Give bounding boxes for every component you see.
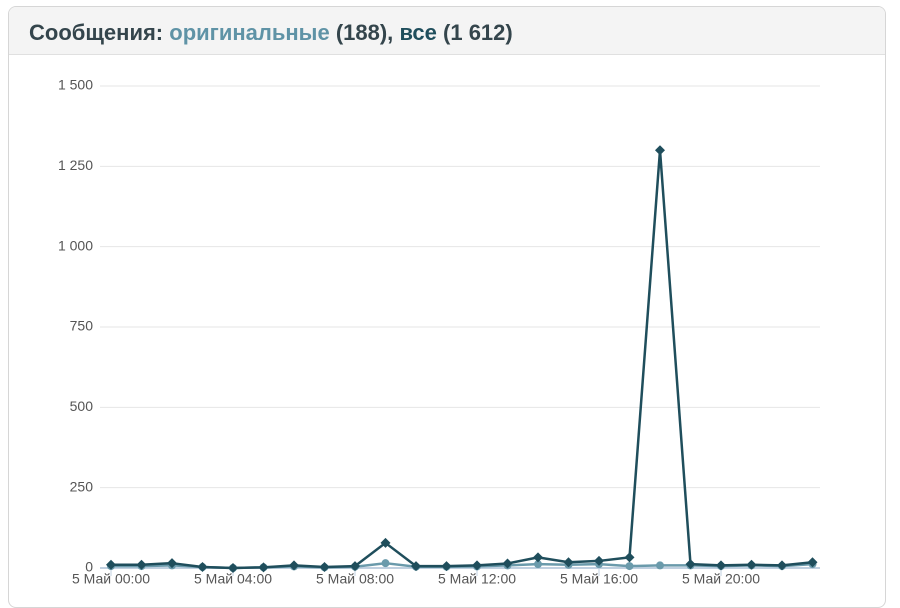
point [533,552,543,563]
x-tick-label: 5 Май 04:00 [194,571,272,587]
title: Сообщения: [29,20,164,45]
y-tick-label: 0 [85,559,93,575]
point [106,559,116,570]
point [228,563,238,573]
point [716,560,726,571]
x-tick-label: 5 Май 12:00 [438,571,516,587]
panel-header: Сообщения: оригинальные (188), все (1 61… [9,7,885,55]
point [594,555,604,566]
point [534,560,542,569]
point [655,145,665,156]
point [441,561,452,572]
series-total: (188), [335,20,394,45]
y-tick-label: 1 250 [58,157,93,173]
y-tick-label: 1 500 [58,77,93,93]
point [624,552,635,563]
point [197,562,208,573]
series-total: (1 612) [443,20,513,45]
x-tick-label: 5 Май 20:00 [682,571,760,587]
point [656,561,664,570]
point [472,560,482,571]
point [167,558,177,569]
series-name[interactable]: оригинальные [169,20,330,45]
point [350,561,360,572]
point [380,537,391,548]
y-tick-label: 500 [70,398,94,414]
point [258,562,269,573]
x-tick-label: 5 Май 08:00 [316,571,394,587]
point [381,559,390,568]
point [777,560,787,571]
panel: Сообщения: оригинальные (188), все (1 61… [8,6,886,608]
point [136,559,147,570]
point [502,558,513,569]
y-tick-label: 1 000 [58,237,93,253]
point [746,559,757,570]
point [563,557,574,568]
point [685,559,696,570]
point [625,562,634,571]
point [319,562,330,573]
point [411,561,421,572]
series-line [111,149,813,570]
point [807,557,818,568]
y-tick-label: 250 [70,478,94,494]
point [289,560,299,571]
y-tick-label: 750 [70,318,94,334]
x-tick-label: 5 Май 16:00 [560,571,638,587]
x-tick-label: 5 Май 00:00 [72,571,150,587]
series-name[interactable]: все [399,20,437,45]
